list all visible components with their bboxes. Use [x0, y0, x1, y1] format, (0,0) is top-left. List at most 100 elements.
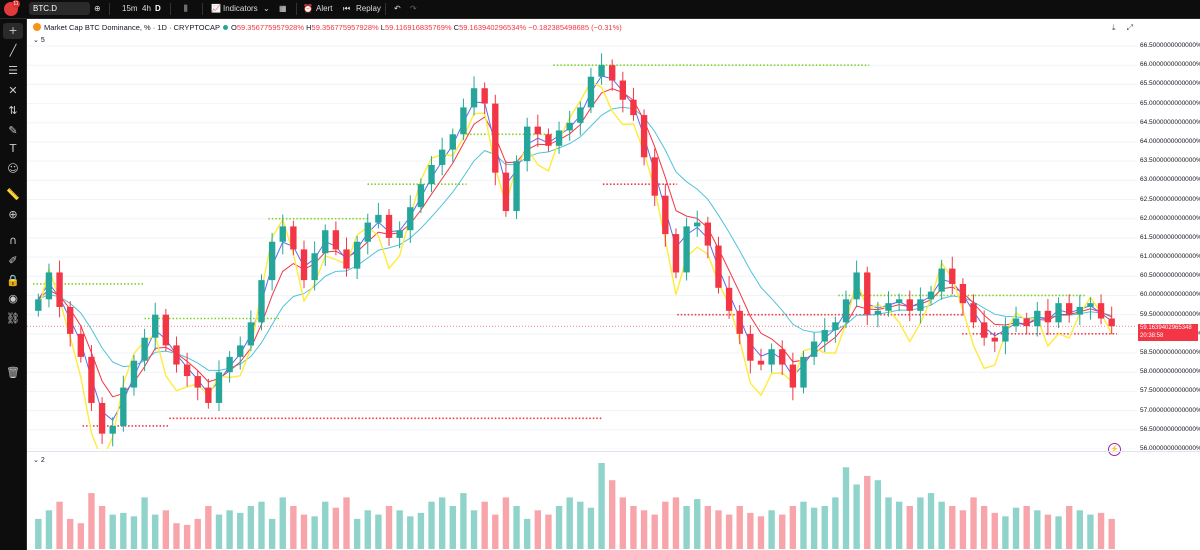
- trash-icon[interactable]: 🗑: [6, 366, 20, 379]
- candle-body: [417, 184, 425, 208]
- volume-bar: [842, 467, 850, 549]
- indicator-count: 5: [40, 37, 45, 44]
- undo-icon[interactable]: ↶: [394, 4, 401, 13]
- pane-divider[interactable]: [27, 451, 1200, 452]
- price-chart[interactable]: [27, 19, 1137, 449]
- candle-body: [258, 280, 265, 323]
- price-tick-label: 63.5000000000000%: [1140, 157, 1200, 165]
- templates-icon[interactable]: ▦: [279, 4, 287, 13]
- chart-area[interactable]: Market Cap BTC Dominance, % · 1D · CRYPT…: [27, 19, 1200, 550]
- price-tick-label: 65.0000000000000%: [1140, 99, 1200, 107]
- replay-button[interactable]: Replay: [356, 4, 381, 13]
- volume-bar: [651, 514, 658, 549]
- candle-body: [523, 126, 531, 162]
- candle-body: [279, 226, 286, 242]
- eye-icon[interactable]: ◉: [8, 292, 18, 305]
- brush-icon[interactable]: ✎: [8, 124, 18, 137]
- candle-body: [375, 214, 382, 223]
- volume-bar: [736, 506, 743, 549]
- volume-bar: [322, 501, 329, 549]
- prediction-icon[interactable]: ⇅: [8, 104, 18, 117]
- volume-bar: [194, 518, 201, 549]
- candle-body: [162, 314, 170, 346]
- symbol-search[interactable]: BTC.D: [29, 2, 90, 15]
- volume-bar: [481, 501, 488, 549]
- maximize-icon[interactable]: ⤢: [1126, 23, 1134, 32]
- pattern-icon[interactable]: ✕: [8, 84, 18, 97]
- volume-bar: [885, 497, 892, 549]
- volume-bar: [88, 493, 95, 549]
- interval-4h[interactable]: 4h: [142, 4, 151, 13]
- pane-controls: ⤓ ⤢: [1112, 23, 1133, 33]
- volume-bar: [109, 514, 116, 549]
- candle-body: [141, 337, 148, 361]
- interval-1d[interactable]: D: [155, 4, 161, 13]
- compare-icon[interactable]: ⊕: [94, 4, 101, 13]
- candle-body: [1002, 326, 1009, 342]
- candle-body: [98, 402, 106, 434]
- candle-body: [853, 272, 860, 300]
- indicators-button[interactable]: Indicators: [223, 4, 258, 13]
- lock-icon[interactable]: 🔒: [6, 274, 20, 287]
- last-price-value: 59.1639402965348: [1140, 325, 1192, 331]
- fib-icon[interactable]: ☰: [8, 64, 18, 77]
- drawing-mode-icon[interactable]: ✐: [8, 254, 18, 267]
- crosshair-icon[interactable]: +: [3, 23, 23, 39]
- download-icon[interactable]: ⤓: [1112, 23, 1116, 32]
- replay-icon[interactable]: ⏮: [343, 4, 351, 13]
- volume-bar: [385, 506, 393, 549]
- candle-body: [353, 241, 361, 269]
- fast-average-line: [37, 75, 1112, 421]
- volume-bar: [768, 510, 775, 549]
- volume-bar: [609, 480, 616, 549]
- indicators-toggle[interactable]: ⌄ 5: [33, 37, 45, 44]
- zoom-icon[interactable]: ⊕: [8, 208, 18, 221]
- link-icon[interactable]: ⛓: [6, 312, 20, 325]
- alert-button[interactable]: Alert: [316, 4, 333, 13]
- redo-icon[interactable]: ↷: [410, 4, 417, 13]
- volume-bar: [56, 501, 63, 549]
- candle-body: [481, 88, 488, 104]
- volume-bar: [662, 501, 669, 549]
- interval-15m[interactable]: 15m: [122, 4, 138, 13]
- candle-body: [736, 310, 743, 334]
- volume-bar: [534, 510, 541, 549]
- price-tick-label: 57.0000000000000%: [1140, 406, 1200, 414]
- candle-body: [428, 164, 435, 185]
- volume-bar: [77, 523, 85, 549]
- indicators-icon[interactable]: 📈: [211, 4, 221, 13]
- price-tick-label: 62.5000000000000%: [1140, 195, 1200, 203]
- candle-body: [364, 222, 371, 242]
- magnet-icon[interactable]: ∩: [8, 234, 18, 247]
- price-tick-label: 62.0000000000000%: [1140, 214, 1200, 222]
- price-tick-label: 58.5000000000000%: [1140, 349, 1200, 357]
- volume-bar: [1044, 514, 1052, 549]
- volume-bar: [364, 510, 371, 549]
- trend-line-icon[interactable]: ╱: [9, 44, 17, 57]
- volume-bar: [832, 497, 839, 549]
- candle-body: [470, 88, 478, 108]
- volume-bar: [343, 497, 350, 549]
- open-value: 59.3567759579​28%: [236, 23, 305, 32]
- lightning-icon[interactable]: ⚡: [1108, 443, 1121, 456]
- candle-body: [407, 207, 414, 231]
- volume-bar: [1002, 516, 1009, 549]
- candle-body: [460, 107, 467, 135]
- volume-bar: [725, 514, 733, 549]
- volume-bar: [800, 501, 807, 549]
- price-axis[interactable]: 66.5000000000000% 66.0000000000000% 65.500…: [1137, 19, 1200, 452]
- text-icon[interactable]: T: [9, 142, 17, 155]
- candle-body: [396, 230, 403, 238]
- volume-pane-toggle[interactable]: ⌄ 2: [33, 457, 45, 464]
- emoji-icon[interactable]: ☺: [7, 162, 19, 175]
- chart-type-icon[interactable]: ⫼: [184, 4, 188, 13]
- chevron-down-icon[interactable]: ⌄: [263, 4, 270, 13]
- volume-bar: [45, 510, 53, 549]
- candle-body: [1108, 318, 1115, 327]
- open-label: O: [231, 23, 237, 32]
- volume-bar: [598, 463, 605, 549]
- ruler-icon[interactable]: 📏: [6, 188, 20, 201]
- volume-bar: [619, 497, 627, 549]
- alert-icon[interactable]: ⏰: [303, 4, 313, 13]
- candle-body: [545, 134, 552, 146]
